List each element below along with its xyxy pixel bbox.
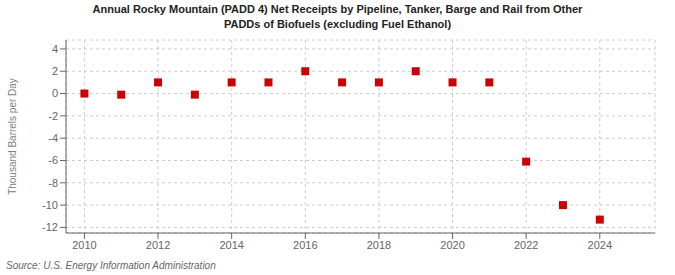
- svg-text:2024: 2024: [588, 239, 612, 251]
- svg-text:2022: 2022: [514, 239, 538, 251]
- svg-text:-12: -12: [42, 221, 58, 233]
- svg-text:-4: -4: [48, 132, 58, 144]
- svg-text:2018: 2018: [367, 239, 391, 251]
- svg-text:2016: 2016: [293, 239, 317, 251]
- svg-text:-2: -2: [48, 110, 58, 122]
- svg-text:2: 2: [52, 65, 58, 77]
- svg-text:2014: 2014: [219, 239, 243, 251]
- svg-text:Thousand Barrels per Day: Thousand Barrels per Day: [8, 78, 18, 195]
- svg-text:2010: 2010: [72, 239, 96, 251]
- svg-text:-8: -8: [48, 177, 58, 189]
- html-text:Annual Rocky Mountain (PADD 4): Annual Rocky Mountain (PADD 4) Net Recei…: [92, 3, 583, 15]
- html-text:PADDs of Biofuels (excluding F: PADDs of Biofuels (excluding Fuel Ethano…: [223, 18, 452, 30]
- svg-text:4: 4: [52, 43, 58, 55]
- svg-text:0: 0: [52, 87, 58, 99]
- html-text:Source: U.S. Energy Informatio: Source: U.S. Energy Information Administ…: [6, 260, 216, 271]
- svg-text:-10: -10: [42, 199, 58, 211]
- svg-text:-6: -6: [48, 154, 58, 166]
- svg-text:2012: 2012: [146, 239, 170, 251]
- svg-text:2020: 2020: [440, 239, 464, 251]
